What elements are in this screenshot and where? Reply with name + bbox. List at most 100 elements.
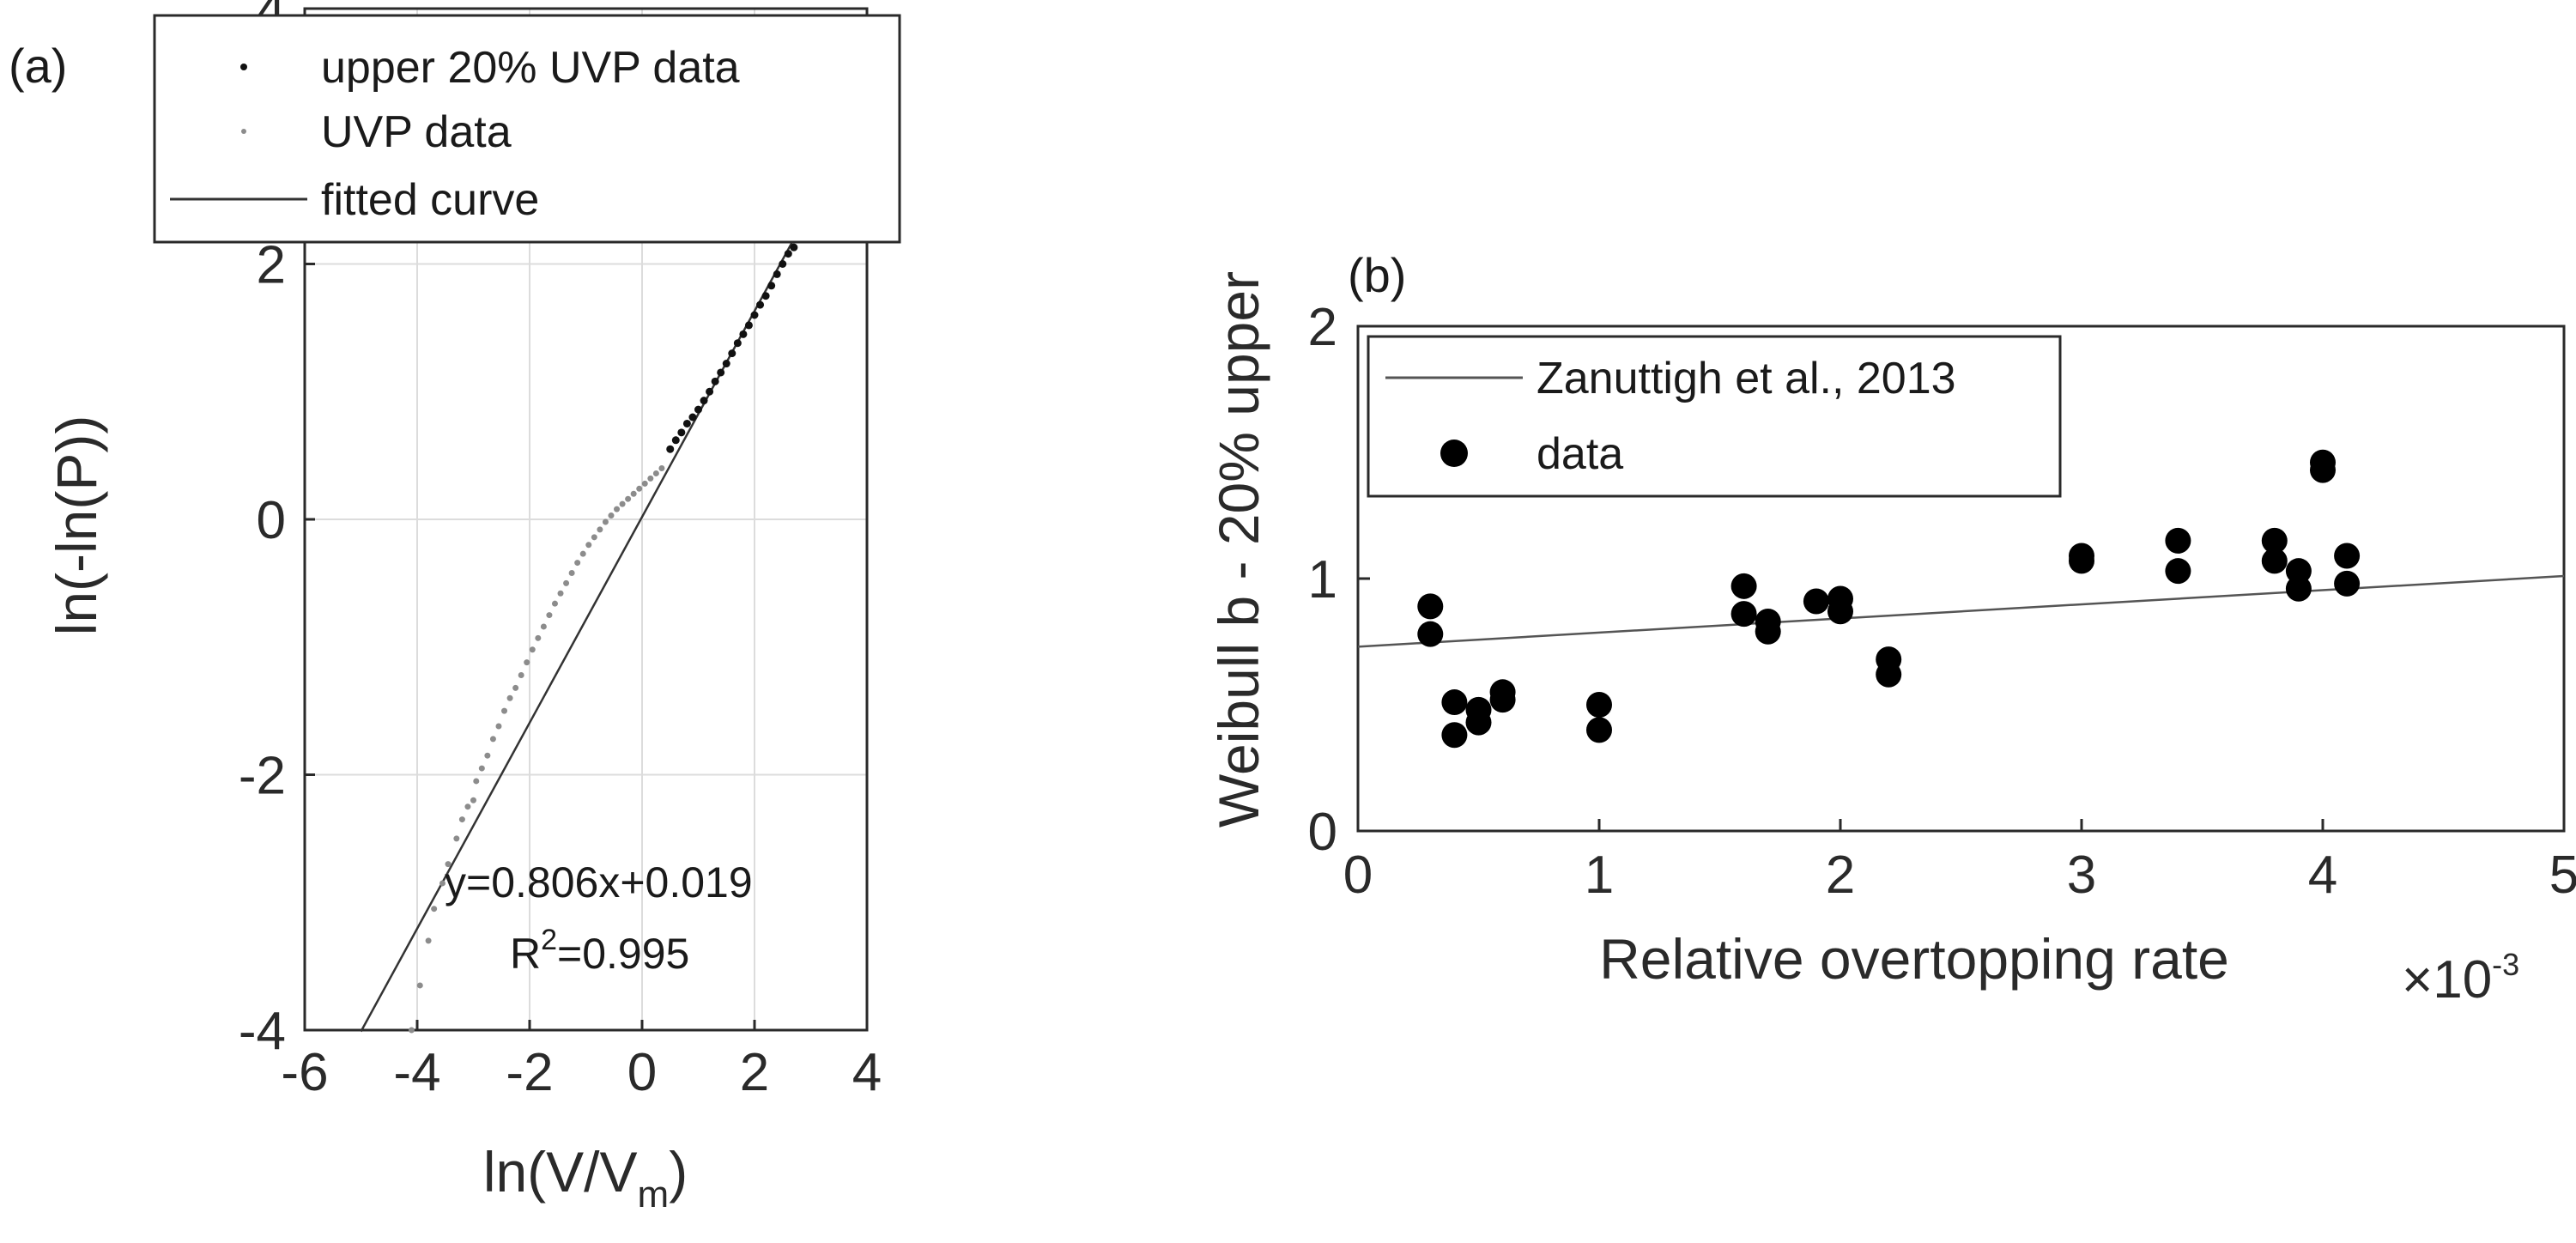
a-point-uvp (652, 470, 659, 476)
b-panel-label: (b) (1348, 248, 1406, 302)
a-point-uvp (574, 560, 581, 567)
b-data-point (2261, 527, 2288, 554)
a-point-uvp (458, 816, 465, 823)
a-legend: upper 20% UVP data UVP data fitted curve (153, 14, 901, 244)
b-data-point (1441, 722, 1468, 749)
b-data-point (2069, 548, 2094, 574)
b-x-multiplier: ×10-3 (2402, 947, 2519, 1010)
a-point-uvp (470, 797, 476, 803)
b-x-tick-label: 4 (2308, 846, 2337, 905)
a-x-ticks: -6 -4 -2 0 2 4 (281, 1020, 882, 1102)
b-x-multiplier-base: ×10 (2402, 950, 2492, 1010)
a-point-uvp (408, 1027, 415, 1034)
a-x-axis-label: ln(V/Vm) (483, 1140, 688, 1216)
a-point-uvp (630, 490, 637, 497)
b-x-tick-label: 0 (1343, 846, 1373, 905)
a-point-uvp (464, 803, 471, 810)
a-point-uvp (597, 526, 603, 533)
a-point-upper (779, 260, 787, 268)
a-point-uvp (625, 495, 632, 502)
a-point-uvp (484, 752, 491, 759)
a-x-tick-label: 0 (627, 1043, 657, 1102)
a-point-upper (728, 349, 736, 358)
a-y-axis-label: ln(-ln(P)) (45, 415, 108, 636)
b-data-point (1730, 573, 1757, 599)
a-point-uvp (608, 512, 615, 519)
a-point-upper (682, 419, 691, 427)
b-x-tick-label: 2 (1826, 846, 1855, 905)
a-point-uvp (431, 906, 438, 913)
a-point-uvp (614, 506, 621, 512)
a-r2-prefix: R (510, 930, 541, 978)
b-data-point (1465, 709, 1492, 736)
a-point-upper (694, 405, 702, 414)
b-data-point (1417, 593, 1444, 620)
a-point-uvp (540, 623, 547, 630)
b-data-point (1586, 692, 1612, 718)
a-xlabel-main: ln(V/V (483, 1140, 638, 1204)
a-point-uvp (416, 982, 423, 989)
b-zanuttigh-line (1357, 574, 2565, 648)
b-y-axis-label: Weibull b - 20% upper (1207, 271, 1270, 828)
b-legend-label-data: data (1537, 429, 1623, 479)
a-point-uvp (495, 723, 502, 730)
a-r2-sup: 2 (541, 924, 557, 956)
a-point-uvp (557, 590, 564, 597)
a-point-uvp (636, 485, 643, 492)
b-data-point (1803, 588, 1829, 615)
a-fit-equation: y=0.806x+0.019 (445, 858, 753, 906)
b-legend-marker-data (1440, 440, 1468, 467)
a-point-uvp (512, 684, 519, 691)
panel-a: -6 -4 -2 0 2 4 -4 -2 0 2 4 upper 20% UVP data UVP… (9, 0, 901, 1216)
a-point-upper (666, 445, 675, 453)
a-y-tick-label: -4 (239, 1002, 286, 1061)
a-point-uvp (529, 646, 536, 653)
a-legend-marker-uvp (241, 129, 246, 134)
b-x-multiplier-exp: -3 (2492, 947, 2519, 982)
a-x-tick-label: -4 (393, 1043, 440, 1102)
a-point-upper (784, 250, 792, 258)
a-point-uvp (563, 579, 570, 586)
a-x-tick-label: -2 (506, 1043, 553, 1102)
a-legend-label-upper: upper 20% UVP data (321, 43, 740, 93)
b-x-ticks: 0 1 2 3 4 5 (1343, 819, 2576, 905)
a-point-uvp (506, 694, 513, 701)
a-point-uvp (439, 880, 445, 887)
a-point-upper (750, 311, 759, 319)
a-x-tick-label: 4 (852, 1043, 882, 1102)
a-point-uvp (478, 765, 485, 772)
a-point-upper (706, 387, 714, 396)
b-data-point (1730, 601, 1757, 628)
a-point-upper (756, 300, 765, 309)
a-point-uvp (551, 600, 558, 607)
a-point-uvp (518, 671, 524, 678)
b-y-tick-label: 1 (1308, 550, 1337, 609)
a-r2-value: =0.995 (557, 930, 689, 978)
a-point-uvp (591, 534, 597, 541)
b-data-point (1827, 598, 1853, 625)
a-point-upper (711, 377, 719, 385)
a-point-uvp (585, 542, 592, 549)
a-panel-label: (a) (9, 39, 67, 93)
a-legend-label-uvp: UVP data (321, 107, 512, 157)
a-x-tick-label: 2 (740, 1043, 769, 1102)
a-legend-box (153, 14, 901, 244)
a-point-upper (688, 413, 697, 421)
a-point-uvp (425, 937, 432, 944)
a-legend-label-fit: fitted curve (321, 175, 539, 225)
a-point-upper (767, 282, 776, 290)
a-x-tick-label: -6 (281, 1043, 328, 1102)
b-points (1417, 449, 2361, 749)
a-point-uvp (579, 550, 586, 557)
a-point-uvp (473, 778, 480, 785)
a-point-uvp (453, 835, 460, 842)
a-point-upper (722, 360, 730, 368)
a-xlabel-close: ) (669, 1140, 688, 1204)
a-point-uvp (501, 707, 508, 714)
b-x-tick-label: 1 (1585, 846, 1614, 905)
b-data-point (1755, 618, 1781, 645)
a-point-upper (744, 321, 753, 330)
b-data-point (1441, 689, 1468, 716)
